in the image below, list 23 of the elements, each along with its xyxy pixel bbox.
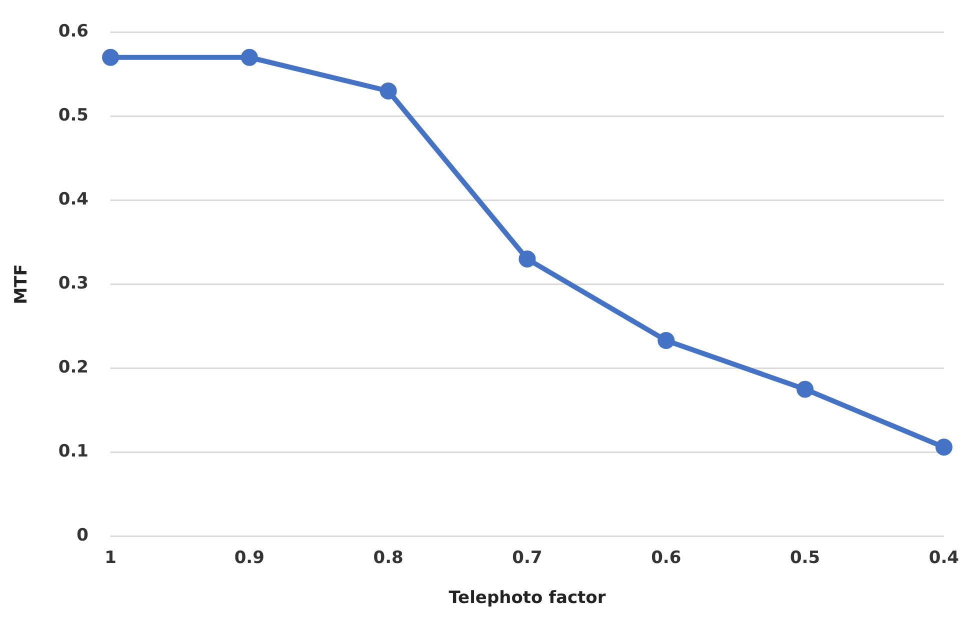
x-tick-label: 0.4 bbox=[928, 548, 960, 568]
y-tick-label: 0.5 bbox=[58, 106, 89, 126]
x-tick-label: 0.7 bbox=[512, 548, 542, 568]
y-tick-label: 0.4 bbox=[58, 190, 89, 210]
point bbox=[796, 380, 814, 398]
point bbox=[935, 438, 952, 456]
x-tick-label: 0.5 bbox=[790, 548, 820, 568]
y-tick-label: 0.2 bbox=[58, 358, 89, 378]
y-tick-label: 0.1 bbox=[58, 442, 89, 462]
point bbox=[240, 48, 258, 66]
y-axis-title: MTF bbox=[12, 264, 32, 304]
y-tick-label: 0.6 bbox=[58, 22, 89, 42]
x-tick-label: 0.8 bbox=[373, 548, 404, 568]
x-axis-title: Telephoto factor bbox=[448, 588, 606, 608]
point bbox=[658, 332, 675, 349]
point bbox=[380, 82, 397, 100]
point bbox=[518, 250, 536, 268]
point bbox=[102, 48, 120, 66]
y-tick-label: 0 bbox=[76, 526, 89, 546]
y-tick-label: 0.3 bbox=[58, 274, 89, 294]
x-tick-label: 0.9 bbox=[234, 548, 264, 568]
x-tick-label: 0.6 bbox=[651, 548, 682, 568]
x-tick-label: 1 bbox=[104, 548, 116, 568]
